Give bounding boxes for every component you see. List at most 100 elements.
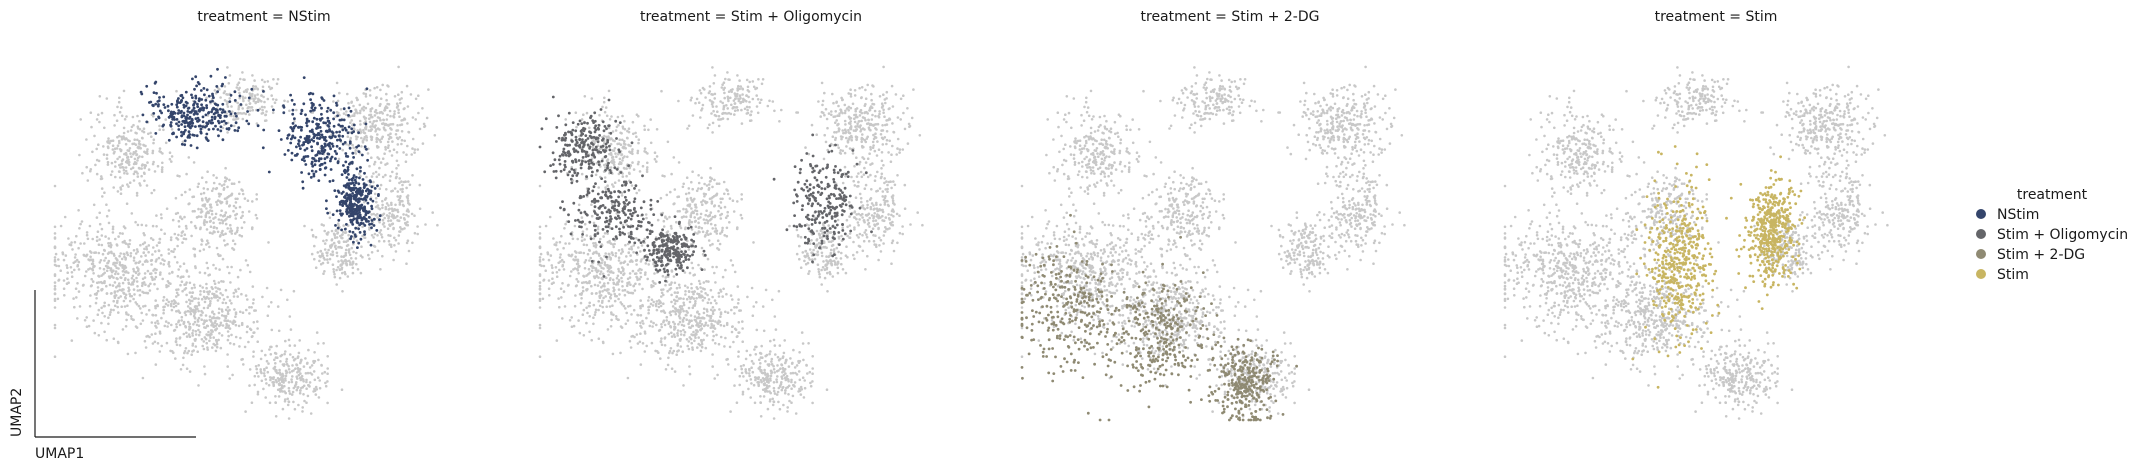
background-cell-point <box>385 202 389 205</box>
background-cell-point <box>125 318 128 322</box>
background-cell-point <box>202 248 206 251</box>
background-cell-point <box>592 303 596 307</box>
background-cell-point <box>173 232 177 236</box>
background-cell-point <box>202 203 205 207</box>
background-cell-point <box>389 219 393 222</box>
background-cell-point <box>144 283 147 287</box>
background-cell-point <box>745 371 748 375</box>
background-cell-point <box>142 251 146 254</box>
background-cell-point <box>352 146 356 150</box>
background-cell-point <box>115 261 118 265</box>
background-cell-point <box>367 240 370 244</box>
background-cell-point <box>140 255 143 258</box>
background-cell-point <box>614 129 618 132</box>
background-cell-point <box>276 356 279 360</box>
background-cell-point <box>136 159 139 162</box>
background-cell-point <box>424 223 427 226</box>
background-cell-point <box>97 334 101 337</box>
background-cell-point <box>64 254 68 257</box>
background-cell-point <box>174 357 177 360</box>
background-cell-point <box>912 88 915 91</box>
background-cell-point <box>294 382 298 386</box>
background-cell-point <box>53 260 57 263</box>
background-cell-point <box>874 219 878 222</box>
background-cell-point <box>122 299 126 303</box>
background-cell-point <box>389 175 392 178</box>
background-cell-point <box>538 225 542 229</box>
background-cell-point <box>150 191 153 195</box>
background-cell-point <box>684 290 687 293</box>
background-cell-point <box>109 308 113 312</box>
background-cell-point <box>147 308 151 312</box>
background-cell-point <box>695 297 698 300</box>
background-cell-point <box>372 125 376 128</box>
background-cell-point <box>852 253 855 257</box>
background-cell-point <box>76 317 79 320</box>
background-cell-point <box>176 261 179 264</box>
background-cell-point <box>83 319 87 322</box>
background-cell-point <box>730 308 733 312</box>
highlighted-cell-point <box>195 146 199 150</box>
background-cell-point <box>416 225 419 228</box>
background-cell-point <box>370 213 374 216</box>
background-cell-point <box>792 384 796 387</box>
background-cell-point <box>277 395 281 398</box>
background-cell-point <box>105 97 109 100</box>
background-cell-point <box>192 247 195 250</box>
background-cell-point <box>232 209 235 213</box>
highlighted-cell-point <box>210 118 214 122</box>
highlighted-cell-point <box>225 127 229 131</box>
highlighted-cell-point <box>311 108 315 112</box>
highlighted-cell-point <box>201 120 205 124</box>
highlighted-cell-point <box>304 163 308 166</box>
background-cell-point <box>394 216 397 219</box>
background-cell-point <box>193 317 197 320</box>
background-cell-point <box>601 305 604 309</box>
background-cell-point <box>118 96 121 100</box>
background-cell-point <box>849 95 853 98</box>
background-cell-point <box>172 329 176 332</box>
background-cell-point <box>755 328 759 332</box>
background-cell-point <box>88 304 92 308</box>
background-cell-point <box>86 237 90 241</box>
background-cell-point <box>226 365 229 368</box>
background-cell-point <box>342 224 346 227</box>
background-cell-point <box>369 113 373 117</box>
background-cell-point <box>130 283 133 286</box>
background-cell-point <box>181 241 184 244</box>
background-cell-point <box>387 103 391 106</box>
background-cell-point <box>436 223 439 227</box>
background-cell-point <box>126 304 129 308</box>
background-cell-point <box>697 181 701 185</box>
highlighted-cell-point <box>197 124 201 128</box>
highlighted-cell-point <box>364 189 368 193</box>
background-cell-point <box>406 105 410 108</box>
background-cell-point <box>840 234 843 238</box>
background-cell-point <box>409 93 413 96</box>
background-cell-point <box>159 271 162 274</box>
background-cell-point <box>617 297 620 301</box>
background-cell-point <box>716 239 720 242</box>
background-cell-point <box>715 105 718 108</box>
background-cell-point <box>166 304 170 307</box>
background-cell-point <box>411 147 414 150</box>
background-cell-point <box>262 387 265 391</box>
background-cell-point <box>192 349 195 352</box>
background-cell-point <box>143 247 146 251</box>
highlighted-cell-point <box>312 136 316 140</box>
background-cell-point <box>793 366 797 369</box>
highlighted-cell-point <box>180 130 183 134</box>
background-cell-point <box>603 232 607 235</box>
background-cell-point <box>337 260 340 263</box>
background-cell-point <box>755 94 758 97</box>
background-cell-point <box>368 120 372 124</box>
background-cell-point <box>286 397 290 401</box>
background-cell-point <box>219 233 222 237</box>
background-cell-point <box>318 379 322 382</box>
background-cell-point <box>372 212 376 216</box>
background-cell-point <box>839 135 843 138</box>
background-cell-point <box>70 339 74 342</box>
background-cell-point <box>692 292 695 296</box>
background-cell-point <box>236 295 239 298</box>
background-cell-point <box>646 166 649 169</box>
